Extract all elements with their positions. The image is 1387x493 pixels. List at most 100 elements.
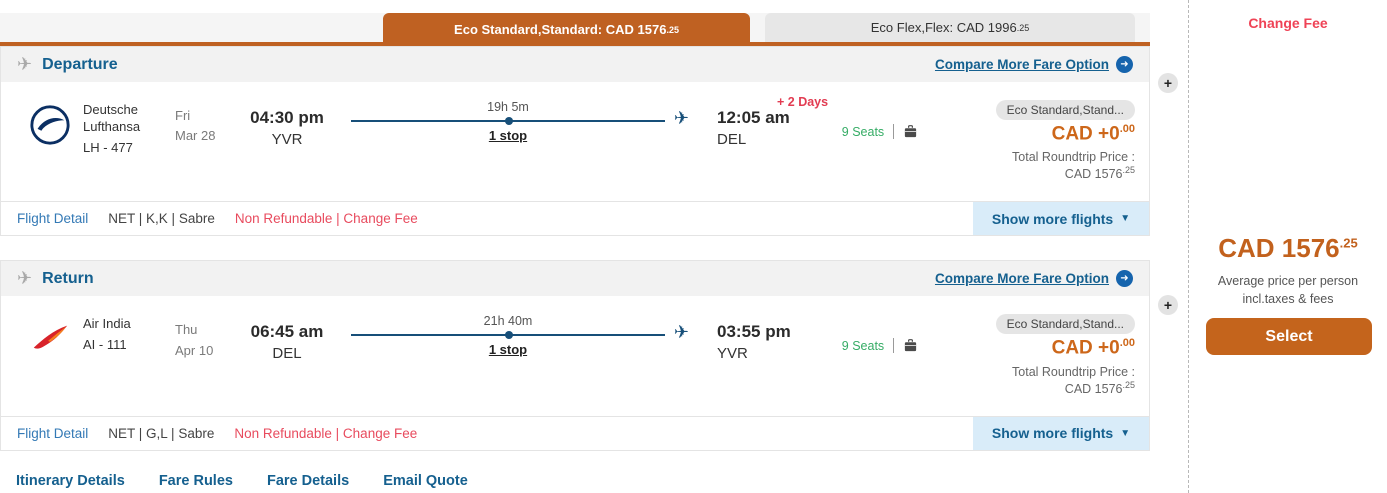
chevron-down-icon: ▼ bbox=[1120, 427, 1131, 439]
seats-left: 9 Seats bbox=[841, 338, 885, 353]
tab-eco-standard[interactable]: Eco Standard,Standard: CAD 1576.25 bbox=[383, 13, 750, 46]
plane-right-icon: ✈ bbox=[673, 108, 689, 128]
arrival-time: 03:55 pm bbox=[717, 322, 791, 342]
fare-basis: NET | K,K | Sabre bbox=[108, 211, 215, 227]
flight-detail-link[interactable]: Flight Detail bbox=[17, 425, 89, 441]
date: Apr 10 bbox=[175, 342, 214, 358]
airline-info: Air India AI - 111 bbox=[83, 316, 169, 354]
seats-block: 9 Seats bbox=[821, 338, 939, 354]
return-section: ✈ Return Compare More Fare Option ➜ Air … bbox=[0, 260, 1150, 451]
total-price-label: Total Roundtrip Price : bbox=[1012, 150, 1135, 165]
return-flight-row: Air India AI - 111 Thu Apr 10 06:45 am D… bbox=[1, 296, 1149, 415]
airline-name: Air India bbox=[83, 316, 131, 332]
destination-airport: DEL bbox=[717, 131, 747, 148]
destination-block: + 2 Days 12:05 am DEL bbox=[709, 95, 828, 148]
fare-block: Eco Standard,Stand... CAD +0.00 Total Ro… bbox=[939, 100, 1149, 181]
fare-block: Eco Standard,Stand... CAD +0.00 Total Ro… bbox=[939, 314, 1149, 396]
stop-dot-icon bbox=[504, 331, 513, 340]
total-price: CAD 1576.25 bbox=[1064, 379, 1135, 396]
briefcase-icon bbox=[905, 125, 917, 138]
origin-airport: YVR bbox=[271, 131, 303, 148]
destination-block: 03:55 pm YVR bbox=[709, 322, 821, 362]
departure-section: ✈ Departure Compare More Fare Option ➜ D… bbox=[0, 46, 1150, 237]
seats-left: 9 Seats bbox=[841, 124, 885, 139]
show-more-flights-departure[interactable]: Show more flights ▼ bbox=[973, 202, 1149, 236]
divider bbox=[893, 124, 895, 139]
tab-price-sup: .25 bbox=[666, 24, 679, 35]
fare-basis: NET | G,L | Sabre bbox=[108, 425, 215, 441]
show-more-flights-return[interactable]: Show more flights ▼ bbox=[973, 416, 1149, 450]
fare-tabbar: Eco Standard,Standard: CAD 1576.25 Eco F… bbox=[0, 0, 1150, 46]
timeline-line: ✈ bbox=[351, 322, 689, 342]
timeline-line: ✈ bbox=[351, 108, 689, 128]
compare-link-label: Compare More Fare Option bbox=[934, 57, 1109, 72]
plane-right-icon: ✈ bbox=[673, 322, 689, 343]
total-price-label: Total Roundtrip Price : bbox=[1012, 364, 1135, 379]
compare-fare-link-return[interactable]: Compare More Fare Option ➜ bbox=[934, 270, 1133, 288]
average-price: CAD 1576.25 bbox=[1218, 233, 1358, 263]
flight-number: AI - 111 bbox=[83, 337, 127, 353]
price-summary-panel: Change Fee CAD 1576.25 Average price per… bbox=[1188, 0, 1387, 493]
flight-duration: 19h 5m bbox=[487, 100, 529, 114]
price-block: CAD 1576.25 Average price per person inc… bbox=[1189, 233, 1387, 308]
origin-airport: DEL bbox=[272, 345, 302, 363]
departure-date: Thu Apr 10 bbox=[175, 320, 237, 360]
chevron-down-icon: ▼ bbox=[1120, 213, 1131, 225]
email-quote-link[interactable]: Email Quote bbox=[383, 472, 468, 489]
stop-dot-icon bbox=[504, 117, 513, 125]
compare-link-label: Compare More Fare Option bbox=[934, 271, 1109, 287]
refund-change-fee[interactable]: Non Refundable | Change Fee bbox=[234, 211, 418, 227]
arrival-time: 12:05 am bbox=[717, 108, 790, 127]
show-more-label: Show more flights bbox=[991, 425, 1114, 442]
lufthansa-logo bbox=[30, 105, 70, 145]
stops-link[interactable]: 1 stop bbox=[488, 342, 528, 358]
fare-family-pill: Eco Standard,Stand... bbox=[995, 100, 1135, 120]
destination-airport: YVR bbox=[717, 345, 748, 363]
change-fee-link[interactable]: Change Fee bbox=[1248, 15, 1328, 31]
divider bbox=[893, 338, 895, 354]
departure-header: ✈ Departure Compare More Fare Option ➜ bbox=[1, 47, 1149, 82]
departure-time: 04:30 pm bbox=[250, 108, 324, 127]
airline-name: Deutsche Lufthansa bbox=[83, 102, 141, 134]
tab-eco-flex[interactable]: Eco Flex,Flex: CAD 1996.25 bbox=[765, 13, 1135, 42]
tab-label: Eco Standard,Standard: CAD 1576 bbox=[454, 22, 667, 37]
flight-timeline: 19h 5m ✈ 1 stop bbox=[351, 100, 689, 143]
section-title: Return bbox=[42, 269, 94, 287]
flight-timeline: 21h 40m ✈ 1 stop bbox=[351, 314, 689, 357]
flight-detail-link[interactable]: Flight Detail bbox=[17, 211, 89, 227]
days-offset: + 2 Days bbox=[777, 95, 829, 109]
flight-number: LH - 477 bbox=[83, 139, 133, 155]
plane-takeoff-icon: ✈ bbox=[17, 268, 33, 289]
section-gap bbox=[0, 236, 1150, 260]
compare-fare-link-departure[interactable]: Compare More Fare Option ➜ bbox=[935, 56, 1133, 73]
fare-rules-link[interactable]: Fare Rules bbox=[158, 472, 233, 489]
day-of-week: Thu bbox=[175, 322, 198, 338]
fare-results-panel: Eco Standard,Standard: CAD 1576.25 Eco F… bbox=[0, 0, 1150, 489]
day-of-week: Fri bbox=[175, 108, 191, 123]
departure-date: Fri Mar 28 bbox=[175, 106, 237, 146]
arrow-right-icon: ➜ bbox=[1116, 56, 1133, 73]
return-footer: Flight Detail NET | G,L | Sabre Non Refu… bbox=[1, 415, 1149, 450]
itinerary-links: Itinerary Details Fare Rules Fare Detail… bbox=[0, 451, 1150, 489]
add-departure-button[interactable]: + bbox=[1158, 73, 1178, 93]
departure-flight-row: Deutsche Lufthansa LH - 477 Fri Mar 28 0… bbox=[1, 82, 1149, 201]
fare-details-link[interactable]: Fare Details bbox=[266, 472, 350, 489]
date: Mar 28 bbox=[175, 128, 216, 144]
air-india-logo bbox=[33, 326, 68, 350]
departure-footer: Flight Detail NET | K,K | Sabre Non Refu… bbox=[1, 201, 1149, 236]
arrow-right-icon: ➜ bbox=[1116, 270, 1133, 288]
refund-change-fee[interactable]: Non Refundable | Change Fee bbox=[234, 425, 418, 441]
show-more-label: Show more flights bbox=[991, 210, 1114, 227]
origin-block: 04:30 pm YVR bbox=[237, 108, 337, 148]
departure-time: 06:45 am bbox=[250, 322, 324, 342]
itinerary-details-link[interactable]: Itinerary Details bbox=[16, 472, 125, 489]
tab-price-sup: .25 bbox=[1016, 22, 1030, 33]
price-delta: CAD +0.00 bbox=[1051, 337, 1135, 359]
section-title: Departure bbox=[42, 55, 118, 73]
return-header: ✈ Return Compare More Fare Option ➜ bbox=[1, 261, 1149, 297]
stops-link[interactable]: 1 stop bbox=[488, 128, 528, 143]
select-button[interactable]: Select bbox=[1206, 318, 1372, 355]
plane-takeoff-icon: ✈ bbox=[17, 54, 33, 74]
add-return-button[interactable]: + bbox=[1158, 295, 1178, 315]
price-delta: CAD +0.00 bbox=[1051, 123, 1135, 145]
